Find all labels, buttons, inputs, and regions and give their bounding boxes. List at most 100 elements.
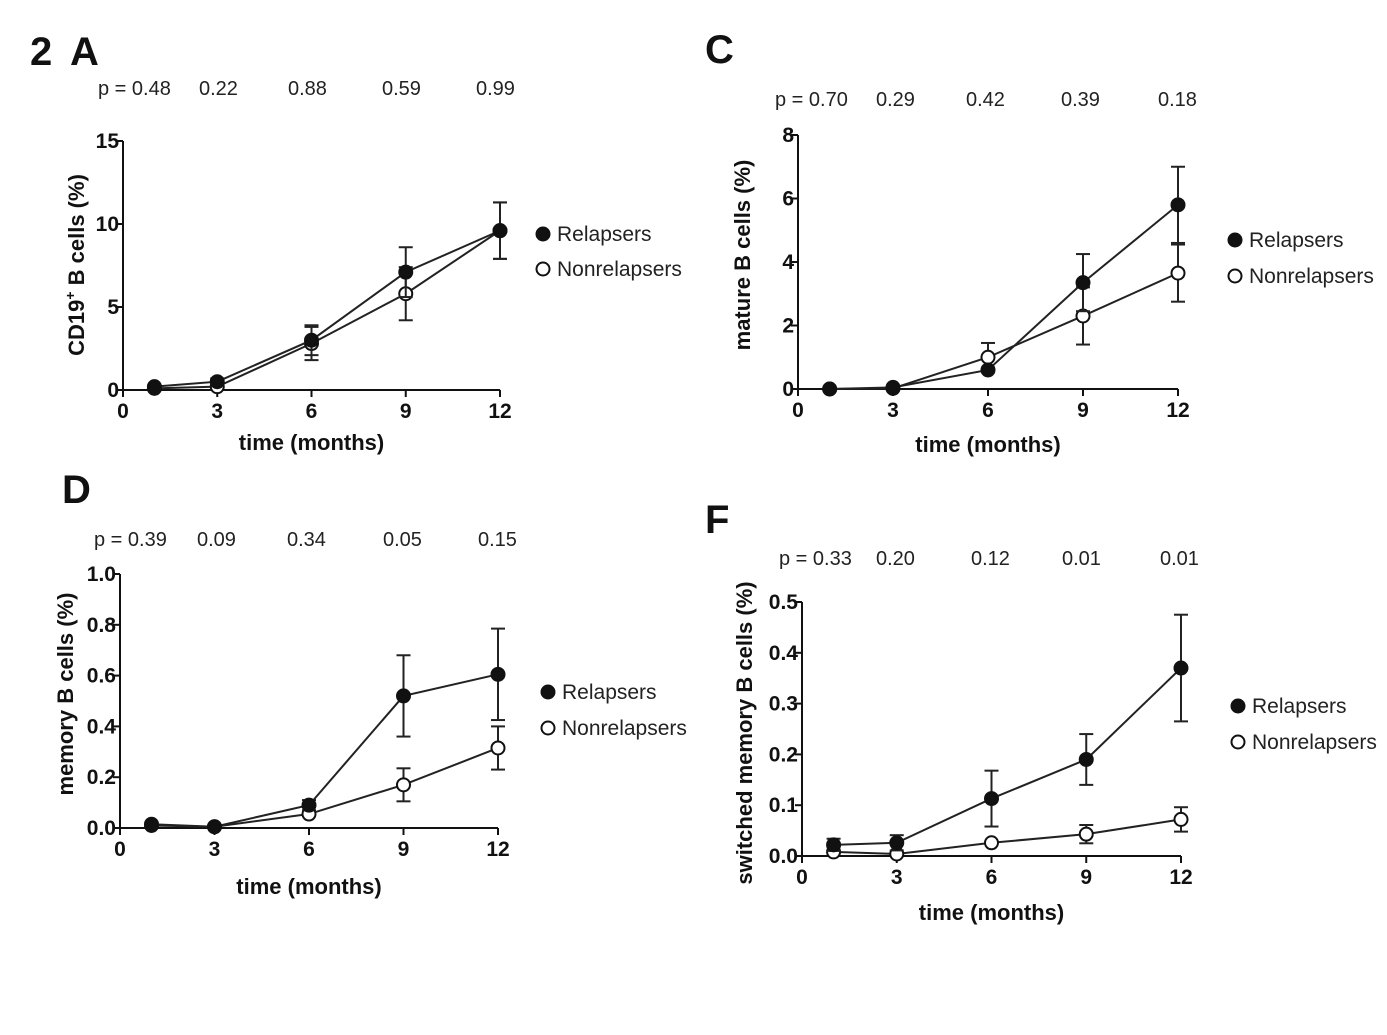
legend-label-relapsers: Relapsers bbox=[562, 681, 657, 704]
panel-c: Cp = 0.70 0.29 0.42 0.39 0.18 0 3 6 9 12 0 2 4 6 8 time… bbox=[705, 28, 1374, 457]
x-tick-label: 6 bbox=[306, 400, 318, 423]
x-axis-title: time (months) bbox=[915, 432, 1060, 457]
y-tick-label: 1.0 bbox=[87, 563, 116, 586]
x-tick-label: 9 bbox=[1080, 866, 1092, 889]
series-line bbox=[829, 272, 1179, 390]
x-tick-label: 3 bbox=[211, 400, 223, 423]
p-value-label: p = 0.48 bbox=[98, 78, 171, 100]
data-point bbox=[301, 797, 317, 813]
x-tick-label: 9 bbox=[398, 838, 410, 861]
legend-marker-nonrelapsers bbox=[535, 261, 551, 277]
data-point bbox=[1078, 751, 1094, 767]
data-point bbox=[490, 740, 506, 756]
panel-letter: D bbox=[62, 468, 91, 512]
p-value-label: 0.88 bbox=[288, 78, 327, 100]
y-tick-label: 0.4 bbox=[87, 715, 117, 738]
legend-marker-relapsers bbox=[535, 226, 551, 242]
y-tick-label: 15 bbox=[96, 130, 120, 153]
data-point bbox=[490, 666, 506, 682]
p-value-label: 0.01 bbox=[1160, 548, 1199, 570]
x-tick-label: 12 bbox=[1166, 399, 1189, 422]
p-value-label: 0.15 bbox=[478, 529, 517, 551]
data-point bbox=[822, 381, 838, 397]
legend-marker-relapsers bbox=[1230, 698, 1246, 714]
data-point bbox=[396, 777, 411, 793]
legend-marker-nonrelapsers bbox=[1230, 734, 1246, 750]
p-value-label: 0.34 bbox=[287, 529, 326, 551]
p-value-label: 0.39 bbox=[1061, 89, 1100, 111]
legend-label-nonrelapsers: Nonrelapsers bbox=[1249, 265, 1374, 288]
y-tick-label: 0.2 bbox=[769, 743, 798, 766]
data-point bbox=[885, 379, 901, 395]
y-tick-label: 4 bbox=[782, 251, 794, 274]
data-point bbox=[304, 332, 319, 348]
panel-letter: F bbox=[705, 498, 729, 542]
data-point bbox=[1078, 826, 1094, 842]
data-point bbox=[146, 379, 162, 395]
panel-letter: C bbox=[705, 28, 734, 72]
data-point bbox=[1075, 275, 1091, 291]
p-value-label: 0.01 bbox=[1062, 548, 1101, 570]
y-tick-label: 0.3 bbox=[769, 693, 798, 716]
y-tick-label: 5 bbox=[107, 296, 119, 319]
y-tick-label: 0.0 bbox=[87, 817, 116, 840]
x-tick-label: 3 bbox=[887, 399, 899, 422]
p-value-label: 0.29 bbox=[876, 89, 915, 111]
legend-label-relapsers: Relapsers bbox=[1252, 695, 1347, 718]
data-point bbox=[398, 264, 414, 280]
y-axis-title-part: B cells (%) bbox=[64, 174, 89, 291]
panel-a: Ap = 0.48 0.22 0.88 0.59 0.99 0 3 6 9 12 0 5 10 15 tim… bbox=[62, 30, 682, 455]
p-value-label: 0.09 bbox=[197, 529, 236, 551]
series-relapsers bbox=[826, 613, 1189, 853]
data-point bbox=[1170, 197, 1186, 213]
y-tick-label: 0.1 bbox=[769, 794, 799, 817]
series-nonrelapsers bbox=[826, 806, 1189, 862]
p-value-label: 0.20 bbox=[876, 548, 915, 570]
y-tick-label: 2 bbox=[782, 315, 794, 338]
figure-number: 2 bbox=[30, 30, 52, 74]
p-value-label: 0.99 bbox=[476, 78, 515, 100]
y-tick-label: 8 bbox=[782, 124, 794, 147]
y-tick-label: 0.2 bbox=[87, 766, 116, 789]
data-point bbox=[1173, 811, 1189, 827]
x-tick-label: 0 bbox=[796, 866, 808, 889]
p-value-label: 0.05 bbox=[383, 529, 422, 551]
y-tick-label: 10 bbox=[96, 213, 119, 236]
p-value-label: p = 0.33 bbox=[779, 548, 852, 570]
y-tick-label: 6 bbox=[782, 188, 794, 211]
series-nonrelapsers bbox=[144, 725, 506, 835]
p-value-label: 0.42 bbox=[966, 89, 1005, 111]
panel-letter: A bbox=[70, 30, 99, 74]
y-tick-label: 0.5 bbox=[769, 591, 799, 614]
y-tick-label: 0 bbox=[107, 379, 119, 402]
y-axis-title: CD19+ B cells (%) bbox=[62, 174, 89, 356]
series-nonrelapsers bbox=[822, 243, 1186, 397]
data-point bbox=[826, 837, 842, 853]
series-line bbox=[833, 818, 1182, 855]
x-tick-label: 12 bbox=[488, 400, 511, 423]
x-tick-label: 3 bbox=[209, 838, 221, 861]
y-tick-label: 0.4 bbox=[769, 642, 799, 665]
legend: Relapsers Nonrelapsers bbox=[1230, 695, 1377, 754]
legend-label-nonrelapsers: Nonrelapsers bbox=[557, 258, 682, 281]
y-axis-title-part: CD19 bbox=[64, 300, 89, 356]
y-axis-title: switched memory B cells (%) bbox=[732, 581, 757, 884]
data-point bbox=[980, 349, 996, 365]
legend: Relapsers Nonrelapsers bbox=[540, 681, 687, 740]
series-relapsers bbox=[144, 627, 506, 835]
data-point bbox=[1170, 265, 1186, 281]
legend-label-nonrelapsers: Nonrelapsers bbox=[1252, 731, 1377, 754]
legend-marker-relapsers bbox=[1227, 232, 1243, 248]
x-tick-label: 6 bbox=[982, 399, 994, 422]
legend-marker-relapsers bbox=[540, 684, 556, 700]
data-point bbox=[980, 362, 996, 378]
x-tick-label: 12 bbox=[1169, 866, 1192, 889]
p-value-label: p = 0.39 bbox=[94, 529, 167, 551]
data-point bbox=[1173, 660, 1189, 676]
legend: Relapsers Nonrelapsers bbox=[1227, 229, 1374, 288]
legend-label-relapsers: Relapsers bbox=[557, 223, 652, 246]
series-line bbox=[833, 667, 1182, 846]
x-axis-title: time (months) bbox=[919, 900, 1064, 925]
x-tick-label: 3 bbox=[891, 866, 903, 889]
